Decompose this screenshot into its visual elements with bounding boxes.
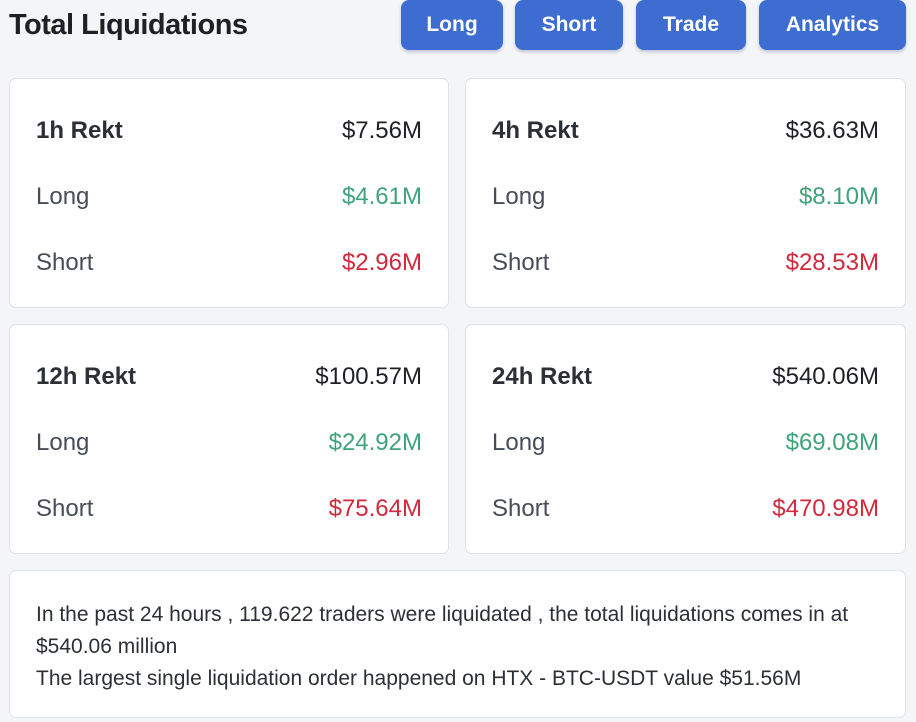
card-24h-rekt: 24h Rekt $540.06M Long $69.08M Short $47… bbox=[465, 324, 906, 554]
short-value: $75.64M bbox=[328, 495, 422, 522]
card-12h-rekt: 12h Rekt $100.57M Long $24.92M Short $75… bbox=[9, 324, 449, 554]
short-value: $2.96M bbox=[341, 249, 422, 276]
long-row: Long $8.10M bbox=[492, 180, 879, 214]
short-label: Short bbox=[36, 249, 94, 276]
short-row: Short $28.53M bbox=[492, 246, 879, 280]
long-value: $69.08M bbox=[785, 429, 879, 456]
long-value: $8.10M bbox=[798, 183, 879, 210]
short-row: Short $470.98M bbox=[492, 492, 879, 526]
period-label: 1h Rekt bbox=[36, 117, 123, 144]
short-value: $28.53M bbox=[785, 249, 879, 276]
total-row: 24h Rekt $540.06M bbox=[492, 360, 879, 394]
period-label: 12h Rekt bbox=[36, 363, 137, 390]
short-label: Short bbox=[492, 249, 550, 276]
total-value: $540.06M bbox=[772, 363, 879, 390]
total-row: 1h Rekt $7.56M bbox=[36, 114, 422, 148]
long-label: Long bbox=[36, 183, 90, 210]
short-value: $470.98M bbox=[772, 495, 879, 522]
page-title: Total Liquidations bbox=[9, 9, 248, 41]
long-label: Long bbox=[492, 429, 546, 456]
liquidation-summary: In the past 24 hours , 119.622 traders w… bbox=[9, 570, 906, 718]
long-label: Long bbox=[36, 429, 90, 456]
total-value: $7.56M bbox=[341, 117, 422, 144]
header: Total Liquidations Long Short Trade Anal… bbox=[0, 0, 916, 56]
short-row: Short $75.64M bbox=[36, 492, 422, 526]
long-label: Long bbox=[492, 183, 546, 210]
card-1h-rekt: 1h Rekt $7.56M Long $4.61M Short $2.96M bbox=[9, 78, 449, 308]
long-row: Long $24.92M bbox=[36, 426, 422, 460]
long-value: $4.61M bbox=[341, 183, 422, 210]
summary-line-total: In the past 24 hours , 119.622 traders w… bbox=[36, 603, 849, 658]
card-4h-rekt: 4h Rekt $36.63M Long $8.10M Short $28.53… bbox=[465, 78, 906, 308]
total-row: 4h Rekt $36.63M bbox=[492, 114, 879, 148]
short-row: Short $2.96M bbox=[36, 246, 422, 280]
long-row: Long $69.08M bbox=[492, 426, 879, 460]
period-label: 4h Rekt bbox=[492, 117, 579, 144]
total-value: $100.57M bbox=[315, 363, 422, 390]
summary-line-largest-order: The largest single liquidation order hap… bbox=[36, 667, 802, 690]
short-label: Short bbox=[36, 495, 94, 522]
long-row: Long $4.61M bbox=[36, 180, 422, 214]
analytics-button[interactable]: Analytics bbox=[759, 0, 906, 50]
total-row: 12h Rekt $100.57M bbox=[36, 360, 422, 394]
long-value: $24.92M bbox=[328, 429, 422, 456]
long-button[interactable]: Long bbox=[401, 0, 503, 50]
total-value: $36.63M bbox=[785, 117, 879, 144]
short-button[interactable]: Short bbox=[515, 0, 623, 50]
trade-button[interactable]: Trade bbox=[636, 0, 746, 50]
short-label: Short bbox=[492, 495, 550, 522]
period-label: 24h Rekt bbox=[492, 363, 593, 390]
